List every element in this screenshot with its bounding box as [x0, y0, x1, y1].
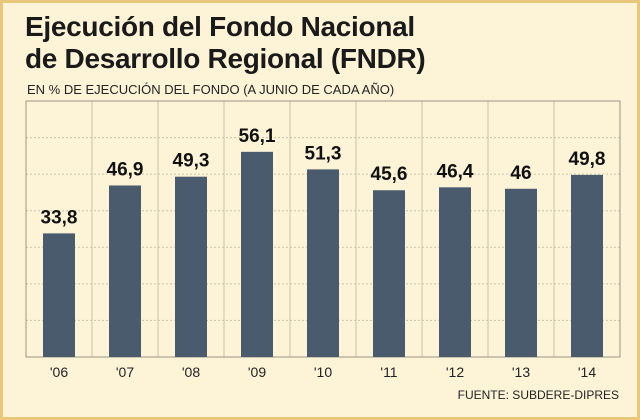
chart-title-line-1: Ejecución del Fondo Nacional — [25, 11, 415, 42]
bar-value-label: 46,9 — [107, 159, 144, 180]
bar — [373, 190, 405, 357]
bar — [175, 176, 207, 357]
chart-source: FUENTE: SUBDERE-DIPRES — [457, 388, 619, 402]
x-tick-label: '11 — [380, 364, 397, 380]
chart-title-line-2: de Desarrollo Regional (FNDR) — [25, 43, 426, 74]
bar-value-label: 33,8 — [41, 207, 78, 228]
x-tick-label: '09 — [248, 364, 266, 380]
x-tick-label: '07 — [116, 364, 134, 380]
bar-value-label: 46,4 — [437, 161, 474, 182]
bar — [109, 185, 141, 357]
x-tick-label: '12 — [446, 364, 464, 380]
bar — [439, 187, 471, 357]
bar — [43, 233, 75, 357]
bar — [505, 188, 537, 357]
x-tick-label: '10 — [314, 364, 332, 380]
chart-title: Ejecución del Fondo Nacional de Desarrol… — [25, 11, 426, 75]
bar — [241, 151, 273, 357]
bar — [307, 169, 339, 357]
x-tick-label: '14 — [578, 364, 596, 380]
bar-value-label: 56,1 — [239, 126, 276, 147]
chart-subtitle: EN % DE EJECUCIÓN DEL FONDO (A JUNIO DE … — [27, 82, 395, 97]
bar-value-label: 45,6 — [371, 164, 408, 185]
x-tick-label: '13 — [512, 364, 530, 380]
x-tick-label: '06 — [50, 364, 68, 380]
bar-value-label: 49,8 — [569, 149, 606, 170]
bar-value-label: 49,3 — [173, 151, 210, 172]
bar — [571, 174, 603, 357]
x-tick-label: '08 — [182, 364, 200, 380]
bar-value-label: 51,3 — [305, 143, 342, 164]
bar-value-label: 46 — [510, 163, 531, 184]
